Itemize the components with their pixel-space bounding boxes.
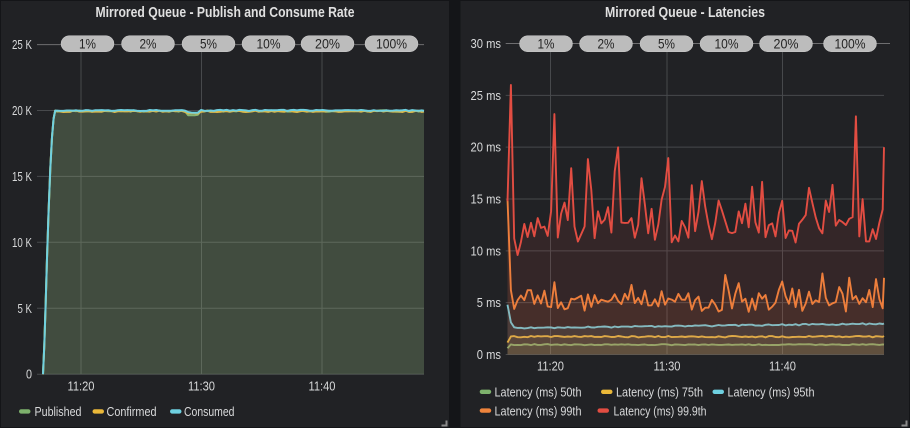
svg-text:25 ms: 25 ms	[471, 88, 502, 103]
svg-text:25 K: 25 K	[12, 37, 32, 52]
svg-text:100%: 100%	[835, 35, 866, 51]
svg-text:11:30: 11:30	[654, 359, 681, 374]
svg-text:Mirrored Queue - Latencies: Mirrored Queue - Latencies	[605, 5, 765, 21]
svg-text:Consumed: Consumed	[184, 404, 235, 419]
svg-text:10 ms: 10 ms	[471, 243, 502, 258]
svg-text:100%: 100%	[376, 35, 407, 51]
svg-text:Published: Published	[35, 404, 82, 419]
svg-text:30 ms: 30 ms	[471, 36, 502, 51]
svg-text:1%: 1%	[79, 35, 96, 51]
svg-text:5 K: 5 K	[18, 301, 33, 316]
svg-text:20%: 20%	[774, 35, 799, 51]
svg-text:0: 0	[26, 367, 32, 382]
svg-text:15 K: 15 K	[12, 169, 32, 184]
svg-text:Latency (ms) 95th: Latency (ms) 95th	[728, 385, 815, 400]
svg-text:0 ms: 0 ms	[477, 347, 502, 362]
svg-text:10%: 10%	[715, 35, 739, 51]
svg-text:Latency (ms) 99th: Latency (ms) 99th	[495, 403, 582, 418]
svg-text:20 ms: 20 ms	[471, 140, 502, 155]
svg-text:11:30: 11:30	[188, 379, 215, 394]
svg-text:2%: 2%	[140, 35, 157, 51]
svg-text:Latency (ms) 99.9th: Latency (ms) 99.9th	[614, 403, 707, 418]
svg-text:5 ms: 5 ms	[477, 295, 502, 310]
svg-text:1%: 1%	[538, 35, 555, 51]
svg-text:11:20: 11:20	[68, 379, 95, 394]
svg-text:20 K: 20 K	[12, 103, 32, 118]
svg-text:2%: 2%	[598, 35, 615, 51]
svg-text:11:40: 11:40	[309, 379, 336, 394]
svg-text:15 ms: 15 ms	[471, 192, 502, 207]
svg-text:Latency (ms) 75th: Latency (ms) 75th	[616, 385, 703, 400]
svg-text:11:20: 11:20	[537, 359, 564, 374]
svg-text:Latency (ms) 50th: Latency (ms) 50th	[495, 385, 582, 400]
svg-text:10 K: 10 K	[12, 235, 32, 250]
svg-text:Confirmed: Confirmed	[107, 404, 157, 419]
svg-text:5%: 5%	[200, 35, 217, 51]
svg-text:5%: 5%	[658, 35, 675, 51]
svg-text:20%: 20%	[315, 35, 340, 51]
svg-text:Mirrored Queue - Publish and C: Mirrored Queue - Publish and Consume Rat…	[96, 5, 355, 21]
svg-text:11:40: 11:40	[769, 359, 796, 374]
svg-text:10%: 10%	[257, 35, 281, 51]
